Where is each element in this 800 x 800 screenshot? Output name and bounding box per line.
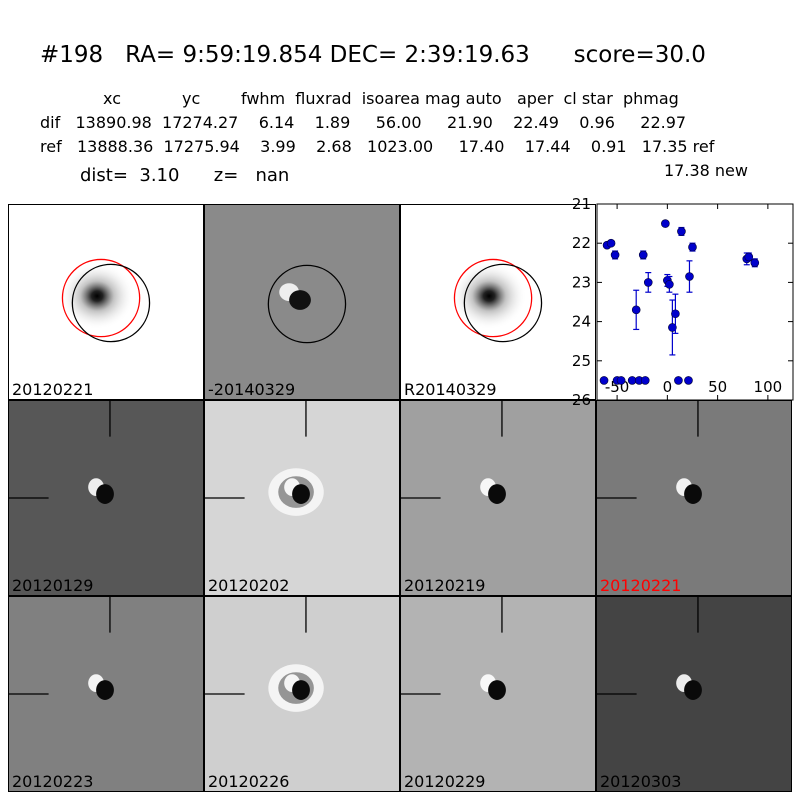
- x-tick-label: 100: [754, 378, 783, 396]
- stamp-20120221: 20120221: [596, 400, 792, 596]
- y-tick-label: 23: [572, 273, 591, 291]
- data-point: [610, 250, 620, 260]
- data-point: [640, 376, 650, 385]
- y-tick-label: 22: [572, 234, 591, 252]
- ref-row: ref 13888.36 17275.94 3.99 2.68 1023.00 …: [40, 137, 715, 156]
- data-point: [750, 258, 760, 268]
- stamp-20120202: 20120202: [204, 400, 400, 596]
- x-tick-label: 0: [663, 378, 673, 396]
- data-point: [599, 376, 609, 385]
- light-curve-chart: 21 22 23 24 25 26 -50 0 50 100: [572, 195, 794, 409]
- stamp-20120223: 20120223: [8, 596, 204, 792]
- stamp-date-label: 20120221: [600, 576, 682, 595]
- candidate-title: #198 RA= 9:59:19.854 DEC= 2:39:19.63 sco…: [40, 42, 706, 68]
- data-point: [688, 242, 697, 252]
- data-point: [631, 305, 641, 315]
- data-point: [638, 250, 648, 260]
- data-point: [616, 376, 626, 385]
- data-point: [684, 376, 693, 385]
- y-tick-label: 26: [572, 391, 591, 409]
- panel-date-label: R20140329: [404, 380, 497, 399]
- panel-reference-image: R20140329: [400, 204, 596, 400]
- data-point: [674, 376, 683, 385]
- stamp-date-label: 20120223: [12, 772, 94, 791]
- table-header: xc yc fwhm fluxrad isoarea mag auto aper…: [103, 89, 679, 108]
- data-point: [677, 227, 686, 236]
- data-point: [744, 252, 754, 262]
- stamp-date-label: 20120202: [208, 576, 290, 595]
- y-tick-label: 25: [572, 352, 591, 370]
- stamp-date-label: 20120229: [404, 772, 486, 791]
- panel-date-label: -20140329: [208, 380, 296, 399]
- stamp-20120226: 20120226: [204, 596, 400, 792]
- data-point: [665, 280, 674, 289]
- stamp-20120219: 20120219: [400, 400, 596, 596]
- stamp-20120129: 20120129: [8, 400, 204, 596]
- stamp-20120303: 20120303: [596, 596, 792, 792]
- x-tick-label: 50: [708, 378, 727, 396]
- stamp-date-label: 20120226: [208, 772, 290, 791]
- y-tick-label: 21: [572, 195, 591, 213]
- panel-new-image: 20120221: [8, 204, 204, 400]
- data-point: [668, 323, 677, 332]
- dif-row: dif 13890.98 17274.27 6.14 1.89 56.00 21…: [40, 113, 687, 132]
- data-point: [685, 272, 694, 281]
- plot-frame: [596, 203, 794, 401]
- panel-difference-image: -20140329: [204, 204, 400, 400]
- distance-line: dist= 3.10 z= nan: [80, 165, 290, 186]
- data-point: [643, 278, 653, 287]
- y-tick-label: 24: [572, 313, 591, 331]
- data-point: [606, 238, 616, 248]
- new-mag-line: 17.38 new: [664, 161, 748, 180]
- data-point: [671, 309, 680, 319]
- stamp-20120229: 20120229: [400, 596, 596, 792]
- stamp-date-label: 20120129: [12, 576, 94, 595]
- stamp-date-label: 20120219: [404, 576, 486, 595]
- data-point: [661, 219, 670, 228]
- stamp-date-label: 20120303: [600, 772, 682, 791]
- panel-date-label: 20120221: [12, 380, 94, 399]
